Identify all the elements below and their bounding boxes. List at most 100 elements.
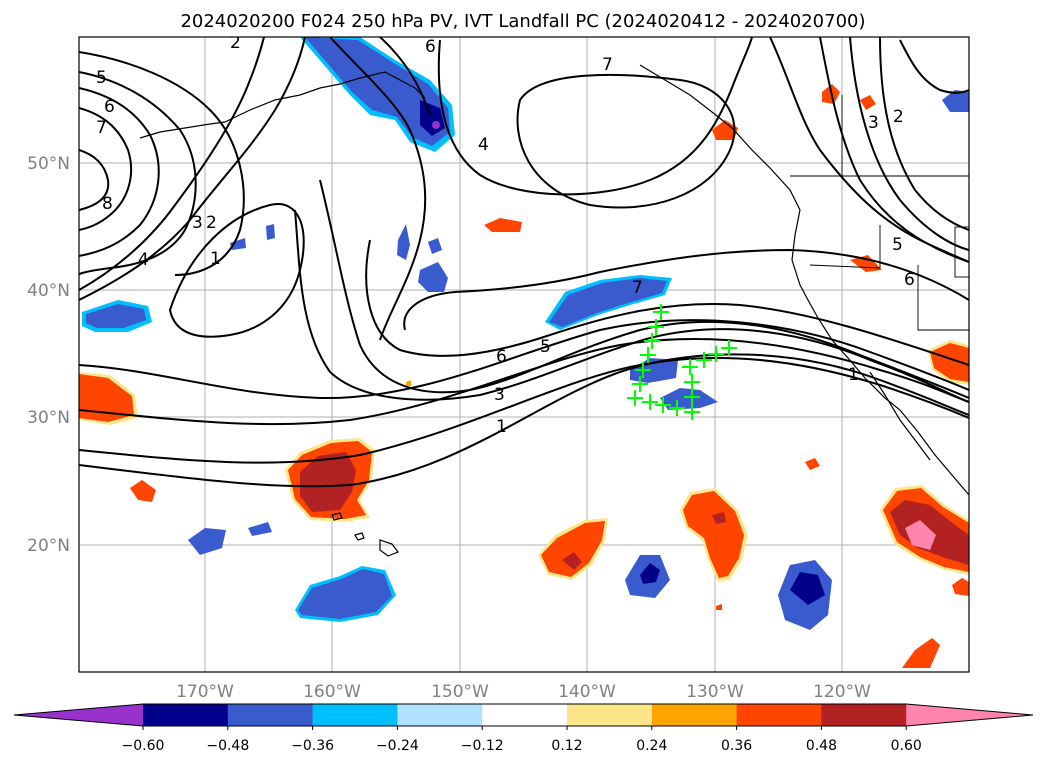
plus-marker [684, 374, 700, 390]
colorbar-tick-label: 0.24 [636, 738, 667, 754]
graticule [79, 37, 969, 672]
contour-label: 1 [496, 417, 507, 437]
plus-marker [682, 359, 698, 375]
colorbar: −0.60 −0.48 −0.36 −0.24 −0.12 0.12 0.24 0.36 0.4… [13, 703, 1034, 754]
pv-negative-region [305, 37, 450, 146]
plus-marker [644, 333, 660, 349]
lat-label: 20°N [27, 536, 70, 556]
colorbar-tick-label: 0.60 [891, 738, 922, 754]
ivt-landfall-markers [627, 304, 737, 420]
pv-negative-core [640, 563, 660, 584]
contour-label: 8 [102, 194, 113, 214]
plus-marker [721, 340, 737, 356]
plus-marker [635, 362, 651, 378]
plus-marker [627, 390, 643, 406]
contour-line [79, 51, 245, 276]
lon-label: 170°W [176, 682, 234, 702]
lon-label: 140°W [558, 682, 616, 702]
pv-negative-region [942, 90, 969, 112]
pv-positive-region [930, 343, 969, 382]
plus-marker [684, 404, 700, 420]
pv-positive-region [562, 552, 582, 570]
contour-label: 3 [192, 213, 203, 233]
plus-marker [655, 397, 671, 413]
coastlines [139, 64, 969, 557]
contour-label: 5 [96, 68, 107, 88]
lat-label: 50°N [27, 154, 70, 174]
contour-line [79, 356, 969, 464]
borders [790, 95, 969, 331]
colorbar-segment [482, 704, 568, 726]
colorbar-segment [312, 704, 398, 726]
contour-line [365, 239, 969, 366]
pv-positive-region [712, 512, 726, 524]
contour-label: 1 [210, 249, 221, 269]
contour-label: 3 [868, 113, 879, 133]
contour-labels: 5 6 7 8 4 3 2 1 4 7 6 5 3 1 7 3 2 5 6 2 … [96, 33, 915, 437]
colorbar-tick-label: −0.36 [291, 738, 334, 754]
contour-label: 2 [206, 213, 217, 233]
contour-label: 4 [478, 135, 489, 155]
plus-marker [696, 352, 712, 368]
contour-label: 4 [138, 250, 149, 270]
contour-line [79, 37, 265, 291]
contour-line [849, 37, 969, 251]
pv-positive-region [79, 374, 134, 422]
contour-line [79, 149, 110, 211]
lon-label: 160°W [303, 682, 361, 702]
colorbar-segment [227, 704, 314, 726]
colorbar-tick-label: 0.48 [806, 738, 837, 754]
colorbar-tick-label: −0.12 [461, 738, 504, 754]
plus-marker [669, 400, 685, 416]
contour-line [168, 203, 305, 338]
contour-label: 6 [104, 97, 115, 117]
pv-positive-region [484, 218, 522, 232]
contour-line [79, 71, 197, 275]
lat-label: 30°N [27, 408, 70, 428]
contour-line [79, 37, 306, 301]
contour-label: 2 [230, 33, 241, 53]
contour-line [79, 319, 969, 400]
map-frame [78, 36, 970, 673]
pv-positive-region [541, 521, 605, 577]
pv-positive-region [683, 491, 744, 578]
longitude-labels: 170°W 160°W 150°W 140°W 130°W 120°W [176, 682, 871, 702]
pv-positive-region [712, 120, 738, 140]
pv-positive-region [902, 638, 940, 668]
colorbar-tick-label: −0.60 [122, 738, 165, 754]
contour-label: 6 [904, 270, 915, 290]
map-title: 2024020200 F024 250 hPa PV, IVT Landfall… [180, 11, 865, 32]
contour-line [329, 37, 427, 341]
pv-negative-region [428, 238, 442, 254]
pv-negative-region [397, 224, 410, 260]
baja-coast [869, 371, 931, 461]
contour-label: 7 [96, 118, 107, 138]
contour-line [879, 37, 969, 231]
contour-label: 5 [540, 337, 551, 357]
plus-marker [642, 394, 658, 410]
colorbar-tick-label: 0.12 [551, 738, 582, 754]
alaska-coast [224, 71, 426, 123]
plus-marker [684, 389, 700, 405]
pv-negative-region [188, 528, 226, 555]
plus-marker [708, 346, 724, 362]
colorbar-tick-label: −0.48 [206, 738, 249, 754]
colorbar-extend-max [906, 704, 1033, 726]
colorbar-tick-label: −0.24 [376, 738, 419, 754]
contour-label: 7 [632, 278, 643, 298]
contour-line [79, 107, 133, 231]
colorbar-segment [397, 704, 483, 726]
map-area: 5 6 7 8 4 3 2 1 4 7 6 5 3 1 7 3 2 5 6 2 … [79, 33, 969, 672]
hawaii-island [379, 539, 399, 557]
pv-positive-region [952, 578, 969, 596]
contour-label: 6 [496, 347, 507, 367]
pv-negative-region [418, 262, 448, 292]
contour-label: 6 [425, 37, 436, 57]
pv-positive-region [716, 604, 722, 610]
contour-label: 2 [893, 107, 904, 127]
contour-line [819, 37, 969, 263]
contour-line [79, 353, 969, 488]
bc-coast [639, 64, 801, 261]
hawaii-island [331, 512, 343, 521]
